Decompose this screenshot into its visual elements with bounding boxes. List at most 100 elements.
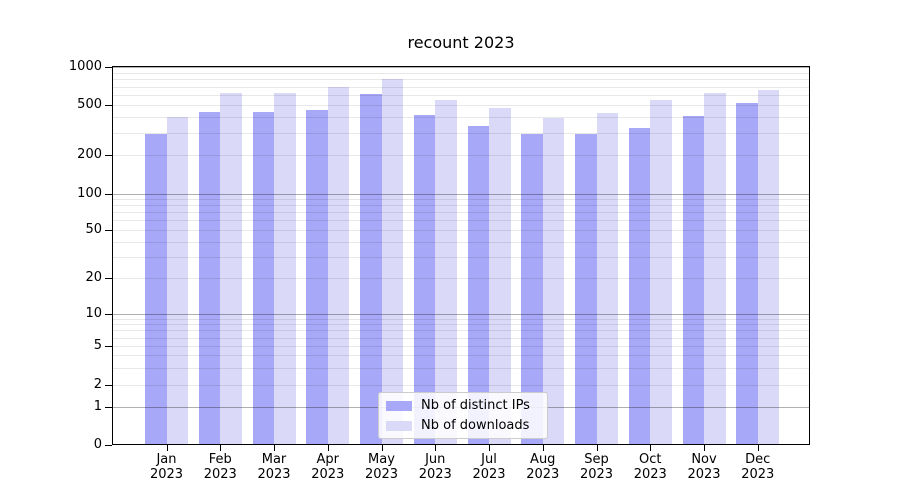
bar-mar-2023-downloads [274, 93, 296, 445]
plot-area: Nb of distinct IPs Nb of downloads [112, 66, 810, 445]
bar-sep-2023-downloads [596, 113, 618, 445]
minor-gridline [112, 256, 810, 258]
legend-swatch-distinct-ips [386, 400, 412, 411]
bar-mar-2023-distinct-ips [252, 111, 274, 445]
minor-gridline [112, 220, 810, 222]
bar-jan-2023-distinct-ips [145, 133, 167, 445]
y-tick-mark [105, 444, 112, 446]
bar-sep-2023-distinct-ips [575, 133, 597, 445]
bar-jul-2023-downloads [489, 108, 511, 445]
y-tick-mark [105, 278, 112, 279]
bar-oct-2023-distinct-ips [628, 127, 651, 445]
x-tick-mark [650, 445, 652, 451]
x-tick-label: Aug 2023 [526, 452, 560, 482]
plot-border [112, 66, 810, 445]
y-tick-label: 1 [93, 399, 102, 414]
y-tick-mark [105, 105, 112, 106]
x-tick-mark [435, 445, 437, 451]
minor-gridline [112, 105, 810, 106]
x-tick-label: May 2023 [364, 452, 399, 482]
bar-nov-2023-distinct-ips [682, 115, 704, 445]
legend-swatch-downloads [386, 420, 412, 431]
minor-gridline [112, 337, 810, 339]
x-tick-label: Nov 2023 [687, 452, 721, 482]
x-tick-label: Apr 2023 [311, 452, 345, 482]
bar-jul-2023-distinct-ips [467, 126, 489, 445]
minor-gridline [112, 367, 810, 369]
y-tick-mark [105, 346, 112, 347]
y-tick-label: 10 [85, 306, 102, 321]
bar-feb-2023-downloads [220, 93, 242, 445]
y-tick-label: 0 [93, 436, 102, 452]
x-tick-mark [757, 445, 759, 451]
y-tick-label: 2 [93, 377, 102, 392]
minor-gridline [112, 205, 810, 207]
minor-gridline [112, 95, 810, 96]
x-tick-label: Sep 2023 [579, 452, 614, 482]
y-tick-mark [105, 230, 112, 231]
y-tick-label: 20 [85, 270, 102, 285]
minor-gridline [112, 86, 810, 88]
x-tick-mark [166, 445, 168, 451]
y-tick-mark [105, 407, 112, 408]
x-tick-label: Jun 2023 [418, 452, 452, 482]
x-tick-mark [274, 445, 275, 451]
y-tick-mark [105, 193, 112, 195]
bar-dec-2023-downloads [757, 89, 780, 445]
minor-gridline [112, 355, 810, 357]
x-tick-mark [327, 445, 329, 451]
x-tick-mark [220, 445, 222, 451]
x-tick-label: Oct 2023 [633, 452, 667, 482]
bar-apr-2023-downloads [327, 86, 350, 445]
y-tick-label: 500 [77, 97, 102, 112]
bar-apr-2023-distinct-ips [306, 109, 328, 445]
minor-gridline [112, 72, 810, 74]
minor-gridline [112, 212, 810, 214]
y-tick-mark [105, 314, 112, 315]
bar-dec-2023-distinct-ips [736, 102, 758, 445]
minor-gridline [112, 330, 810, 332]
bar-aug-2023-downloads [542, 117, 565, 445]
bar-jan-2023-downloads [166, 117, 188, 445]
bar-jun-2023-distinct-ips [413, 114, 436, 445]
major-gridline [112, 193, 810, 195]
y-tick-mark [105, 155, 112, 156]
minor-gridline [112, 79, 810, 81]
minor-gridline [112, 117, 810, 119]
chart-title: recount 2023 [407, 33, 515, 52]
minor-gridline [112, 230, 810, 231]
y-tick-label: 100 [77, 185, 102, 201]
x-tick-label: Jul 2023 [472, 452, 506, 482]
bar-jun-2023-downloads [435, 99, 457, 445]
x-tick-label: Dec 2023 [741, 452, 775, 482]
bar-oct-2023-downloads [650, 99, 672, 445]
x-tick-mark [704, 445, 705, 451]
minor-gridline [112, 155, 810, 156]
y-tick-label: 5 [93, 338, 102, 353]
y-tick-label: 50 [85, 222, 102, 237]
major-gridline [112, 67, 810, 68]
legend-item-downloads: Nb of downloads [386, 418, 540, 433]
minor-gridline [112, 346, 810, 347]
bar-may-2023-downloads [381, 78, 403, 445]
bar-nov-2023-downloads [704, 93, 726, 445]
bar-aug-2023-distinct-ips [521, 133, 543, 445]
minor-gridline [112, 385, 810, 386]
y-tick-label: 1000 [68, 59, 102, 74]
minor-gridline [112, 199, 810, 201]
minor-gridline [112, 241, 810, 243]
minor-gridline [112, 318, 810, 320]
y-tick-mark [105, 385, 112, 386]
bar-may-2023-distinct-ips [360, 94, 382, 445]
minor-gridline [112, 324, 810, 326]
bar-feb-2023-distinct-ips [198, 111, 221, 445]
x-tick-mark [381, 445, 383, 451]
y-tick-mark [105, 67, 112, 68]
legend: Nb of distinct IPs Nb of downloads [378, 392, 548, 439]
x-tick-label: Jan 2023 [149, 452, 184, 482]
major-gridline [112, 314, 810, 315]
x-tick-mark [596, 445, 598, 451]
legend-label-distinct-ips: Nb of distinct IPs [421, 398, 530, 413]
x-tick-label: Mar 2023 [257, 452, 291, 482]
